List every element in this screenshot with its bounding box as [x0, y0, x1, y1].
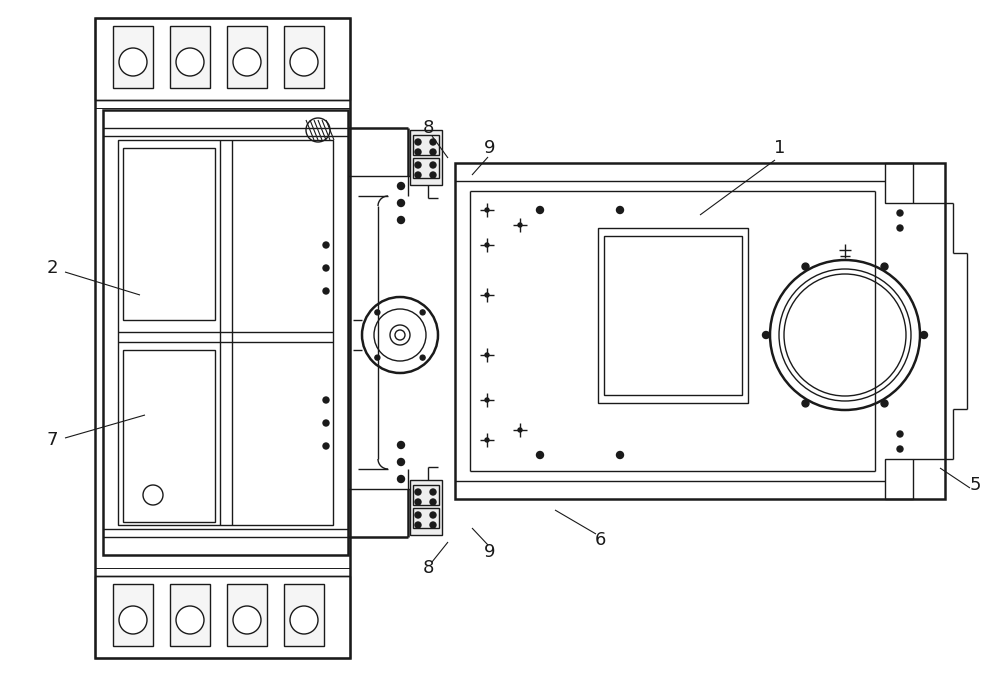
Bar [284, 26, 324, 88]
Circle shape [485, 208, 489, 212]
Circle shape [616, 452, 624, 458]
Circle shape [420, 310, 425, 315]
Circle shape [881, 400, 888, 407]
Circle shape [485, 398, 489, 402]
Circle shape [430, 522, 436, 528]
Circle shape [485, 438, 489, 442]
Text: 8: 8 [422, 119, 434, 137]
Bar [95, 576, 350, 658]
Circle shape [802, 400, 809, 407]
Bar [227, 584, 267, 646]
Circle shape [430, 512, 436, 518]
Circle shape [518, 428, 522, 432]
Circle shape [398, 458, 404, 466]
Bar [123, 350, 215, 522]
Circle shape [323, 420, 329, 426]
Circle shape [398, 182, 404, 190]
Circle shape [897, 225, 903, 231]
Circle shape [430, 139, 436, 145]
Circle shape [415, 522, 421, 528]
Bar [413, 158, 439, 178]
Bar [118, 140, 333, 525]
Circle shape [415, 499, 421, 505]
Bar [455, 163, 945, 499]
Text: 6: 6 [594, 531, 606, 549]
Text: 9: 9 [484, 543, 496, 561]
Circle shape [430, 499, 436, 505]
Text: 9: 9 [484, 139, 496, 157]
Circle shape [119, 48, 147, 76]
Bar [598, 228, 748, 403]
Circle shape [323, 265, 329, 271]
Circle shape [536, 207, 544, 213]
Text: 7: 7 [46, 431, 58, 449]
Circle shape [323, 242, 329, 248]
Circle shape [290, 606, 318, 634]
Circle shape [233, 606, 261, 634]
Bar [413, 485, 439, 505]
Circle shape [485, 243, 489, 247]
Circle shape [430, 489, 436, 495]
Text: 5: 5 [969, 476, 981, 494]
Bar [113, 26, 153, 88]
Bar [95, 18, 350, 658]
Circle shape [485, 353, 489, 357]
Circle shape [415, 512, 421, 518]
Circle shape [897, 446, 903, 452]
Circle shape [398, 475, 404, 483]
Circle shape [897, 431, 903, 437]
Bar [170, 26, 210, 88]
Bar [123, 148, 215, 320]
Text: 8: 8 [422, 559, 434, 577]
Circle shape [415, 489, 421, 495]
Bar [103, 110, 348, 555]
Circle shape [420, 355, 425, 360]
Circle shape [176, 48, 204, 76]
Bar [410, 130, 442, 185]
Circle shape [415, 162, 421, 168]
Text: 1: 1 [774, 139, 786, 157]
Circle shape [119, 606, 147, 634]
Circle shape [233, 48, 261, 76]
Circle shape [323, 397, 329, 403]
Circle shape [290, 48, 318, 76]
Circle shape [485, 293, 489, 297]
Circle shape [897, 210, 903, 216]
Circle shape [430, 172, 436, 178]
Bar [95, 18, 350, 100]
Circle shape [430, 149, 436, 155]
Text: 2: 2 [46, 259, 58, 277]
Circle shape [415, 139, 421, 145]
Bar [885, 459, 913, 499]
Bar [410, 480, 442, 535]
Circle shape [920, 331, 928, 338]
Bar [413, 508, 439, 528]
Circle shape [323, 443, 329, 449]
Circle shape [415, 149, 421, 155]
Circle shape [616, 207, 624, 213]
Circle shape [802, 263, 809, 270]
Bar [885, 163, 913, 203]
Circle shape [176, 606, 204, 634]
Circle shape [536, 452, 544, 458]
Bar [170, 584, 210, 646]
Circle shape [323, 288, 329, 294]
Circle shape [763, 331, 770, 338]
Bar [284, 584, 324, 646]
Circle shape [415, 172, 421, 178]
Circle shape [430, 162, 436, 168]
Circle shape [881, 263, 888, 270]
Bar [227, 26, 267, 88]
Circle shape [375, 355, 380, 360]
Circle shape [398, 217, 404, 223]
Bar [604, 236, 742, 395]
Circle shape [398, 441, 404, 448]
Circle shape [518, 223, 522, 227]
Bar [113, 584, 153, 646]
Circle shape [398, 200, 404, 207]
Bar [413, 135, 439, 155]
Circle shape [375, 310, 380, 315]
